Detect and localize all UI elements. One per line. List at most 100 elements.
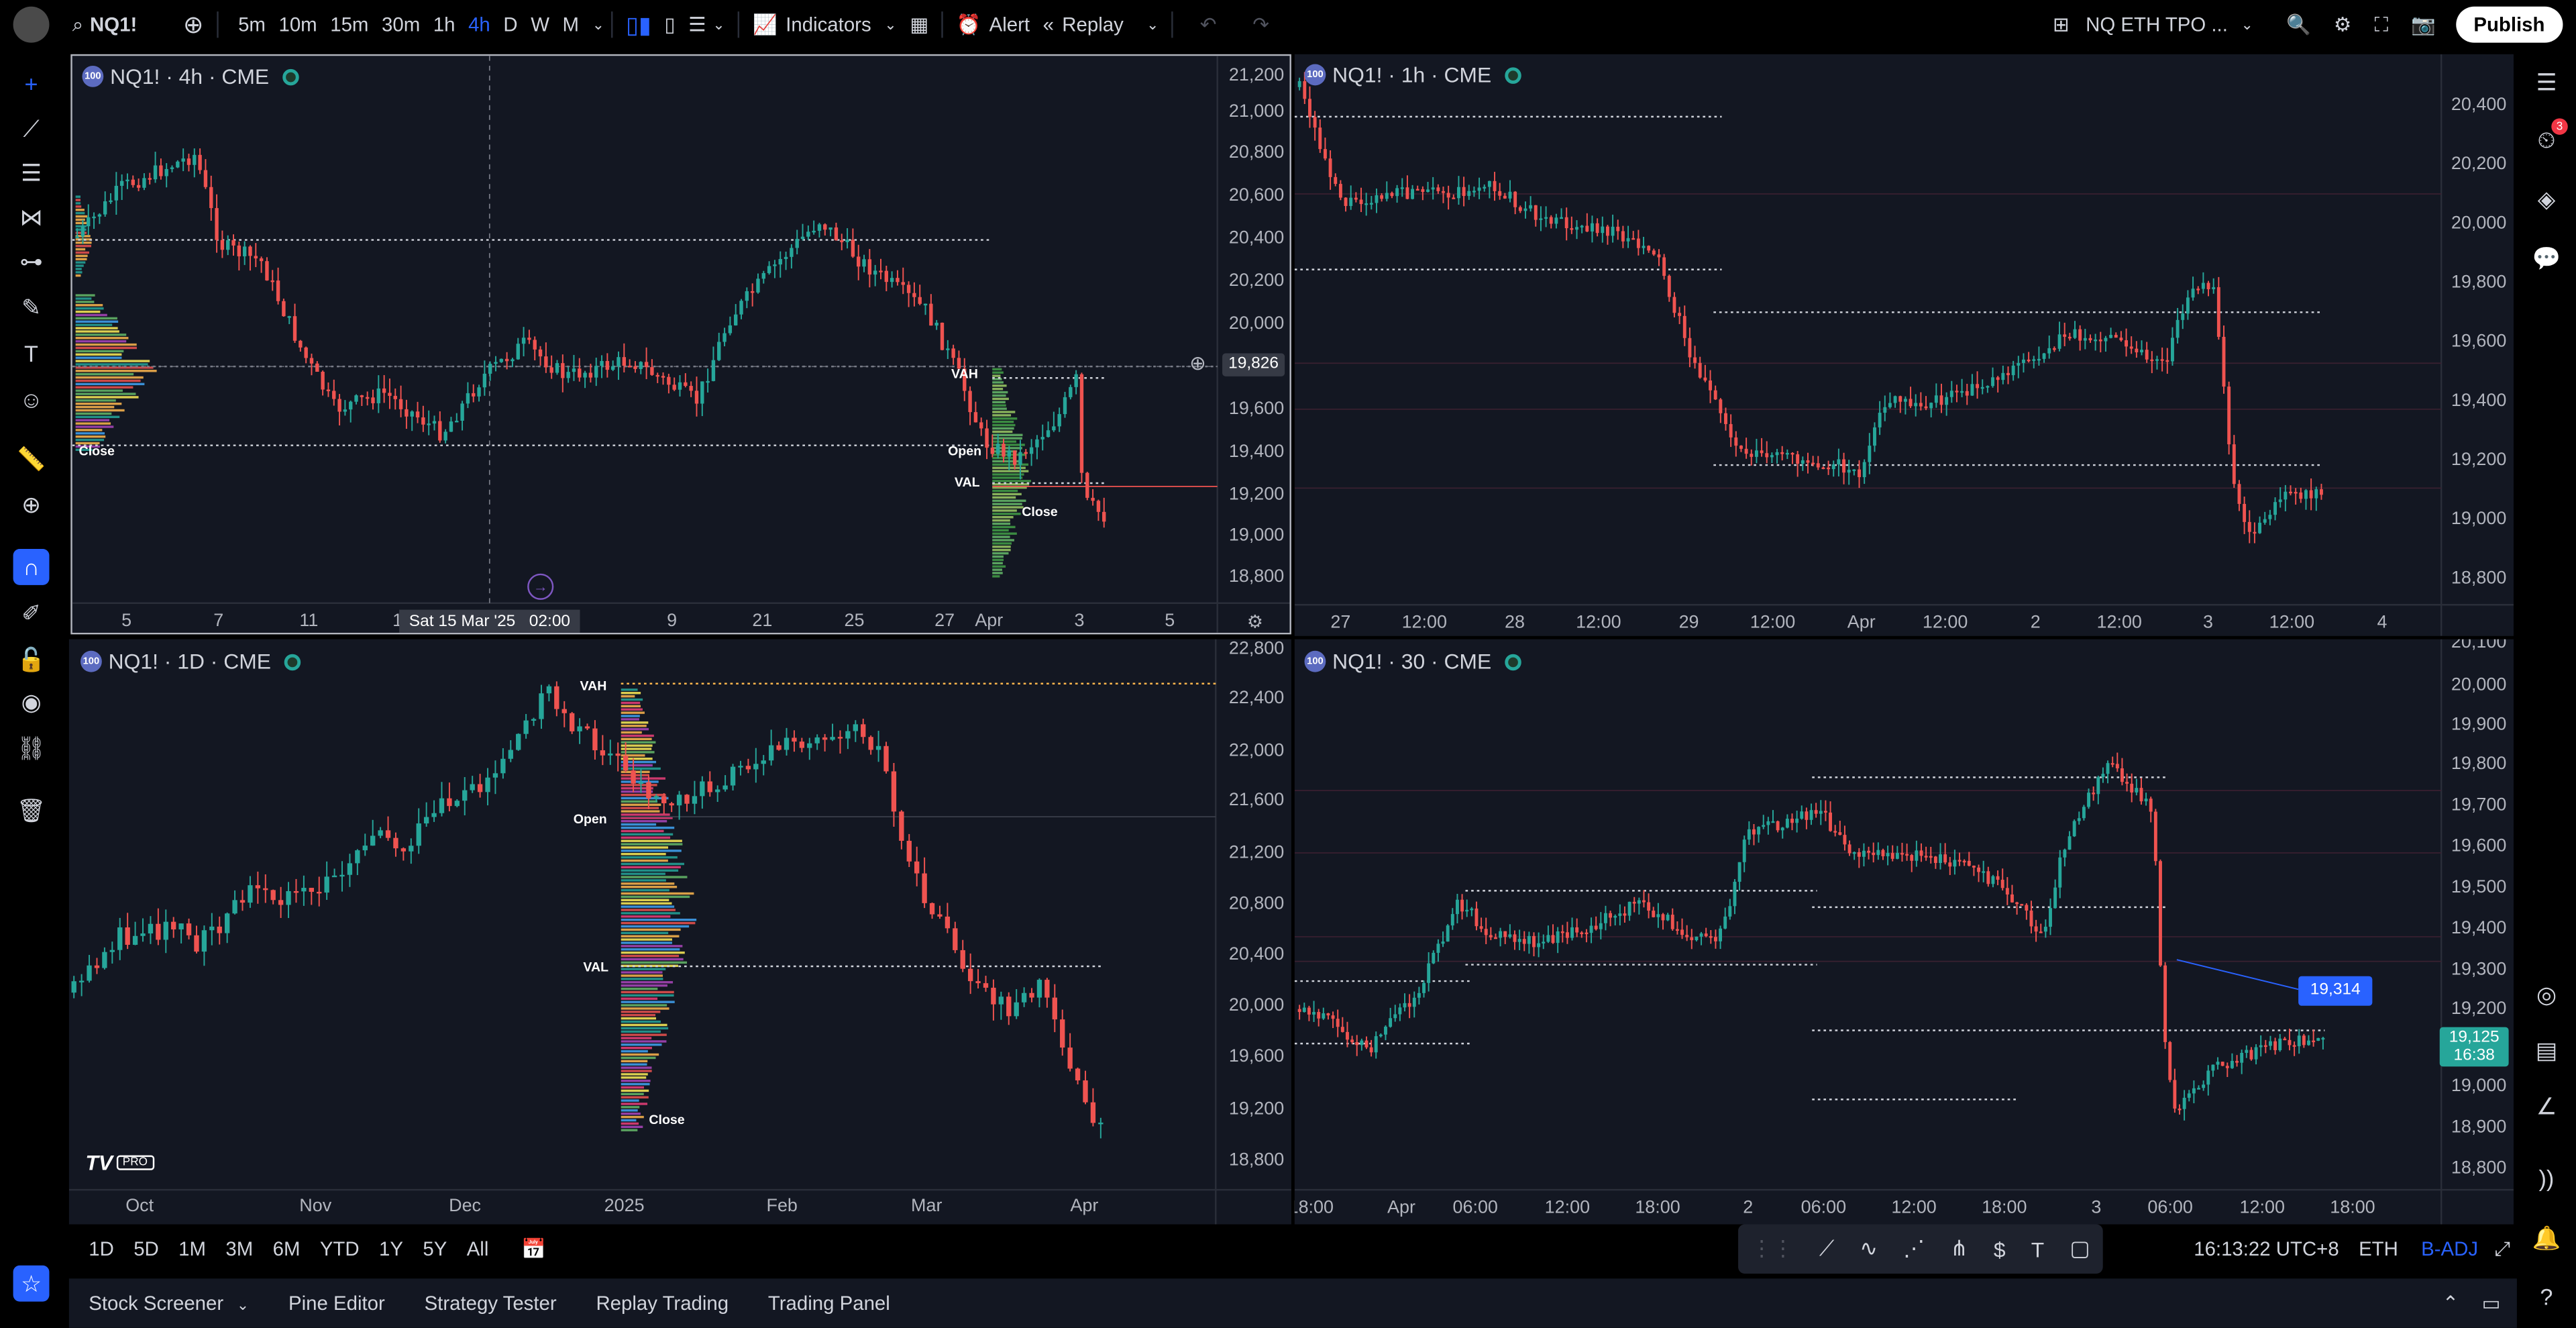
layers-icon[interactable]: ◈ [2537, 185, 2556, 211]
visibility-icon[interactable] [1504, 66, 1521, 83]
prediction-icon[interactable]: ⊶ [19, 247, 43, 274]
line-tool-icon[interactable]: ⟋ [1819, 1235, 1835, 1261]
session-button[interactable]: ETH [2359, 1237, 2398, 1261]
chat-icon[interactable]: 💬 [2532, 244, 2561, 270]
interval-1h[interactable]: 1h [433, 13, 455, 36]
chevron-down-icon[interactable]: ⌄ [592, 15, 605, 32]
tab-strategy-tester[interactable]: Strategy Tester [424, 1291, 557, 1315]
collapse-up-icon[interactable]: ⌃ [2442, 1291, 2459, 1315]
interval-4h[interactable]: 4h [468, 13, 490, 36]
magnet-icon[interactable]: ∩ [13, 548, 50, 585]
alert-button[interactable]: ⏰ Alert [956, 13, 1030, 36]
range-3m[interactable]: 3M [225, 1237, 254, 1261]
tab-pine-editor[interactable]: Pine Editor [288, 1291, 385, 1315]
tpo-button[interactable]: ☰ ⌄ [688, 13, 725, 36]
lock-icon[interactable]: 🔓 [17, 645, 46, 672]
range-5d[interactable]: 5D [133, 1237, 159, 1261]
emoji-icon[interactable]: ☺ [19, 386, 44, 413]
templates-button[interactable]: ▦ [904, 0, 935, 49]
fullscreen-button[interactable]: ⛶ [2368, 0, 2395, 49]
visibility-icon[interactable] [1504, 653, 1521, 670]
visibility-icon[interactable] [282, 68, 299, 85]
interval-15m[interactable]: 15m [330, 13, 369, 36]
range-1d[interactable]: 1D [89, 1237, 114, 1261]
compare-button[interactable]: ⊕ [176, 0, 210, 49]
signal-icon[interactable]: )) [2538, 1165, 2555, 1192]
layout-button[interactable]: ⊞ NQ ETH TPO ... ⌄ [2053, 13, 2253, 36]
target-icon[interactable]: ◎ [2536, 980, 2557, 1007]
chart-pane-4h[interactable]: 100 NQ1! · 4h · CME 21,200 21,000 20,800 20,… [70, 54, 1291, 635]
star-icon[interactable]: ☆ [13, 1265, 50, 1302]
lock-drawing-icon[interactable]: ✐ [21, 599, 41, 625]
chart-line-icon[interactable]: ∠ [2536, 1092, 2557, 1119]
interval-5m[interactable]: 5m [238, 13, 266, 36]
go-to-realtime-icon[interactable]: → [527, 573, 554, 600]
rectangle-tool-icon[interactable]: ▢ [2070, 1235, 2090, 1261]
alerts-clock-icon[interactable]: ⏲ 3 [2528, 118, 2568, 158]
trendline-price-label[interactable]: 19,314 [2298, 976, 2373, 1006]
replay-button[interactable]: «Replay ⌄ [1042, 13, 1159, 36]
range-all[interactable]: All [466, 1237, 489, 1261]
interval-30m[interactable]: 30m [382, 13, 421, 36]
text-icon[interactable]: T [24, 340, 39, 367]
interval-W[interactable]: W [531, 13, 549, 36]
maximize-panel-icon[interactable]: ▭ [2481, 1291, 2501, 1315]
clock-label[interactable]: 16:13:22 UTC+8 [2194, 1237, 2339, 1261]
price-range-icon[interactable]: $ [1993, 1236, 2006, 1262]
calendar-icon[interactable]: ▤ [2535, 1036, 2558, 1063]
snapshot-button[interactable]: 📷 [2405, 0, 2443, 49]
undo-button[interactable]: ↶ [1193, 0, 1223, 49]
bell-icon[interactable]: 🔔 [2532, 1223, 2561, 1250]
interval-D[interactable]: D [503, 13, 518, 36]
candle-body [861, 724, 866, 737]
curve-tool-icon[interactable]: ∿ [1860, 1235, 1878, 1261]
help-icon[interactable]: ? [2540, 1283, 2553, 1310]
drag-handle-icon[interactable]: ⋮⋮ [1751, 1235, 1794, 1261]
trash-icon[interactable]: 🗑 [16, 796, 46, 823]
range-1m[interactable]: 1M [178, 1237, 207, 1261]
ruler-icon[interactable]: 📏 [17, 444, 46, 471]
zoom-icon[interactable]: ⊕ [21, 491, 41, 517]
interval-M[interactable]: M [562, 13, 580, 36]
eye-icon[interactable]: ◉ [21, 687, 42, 715]
pitchfork-icon[interactable]: ⋔ [1950, 1235, 1968, 1261]
expand-icon[interactable]: ⤢ [2494, 1236, 2511, 1260]
link-icon[interactable]: ⛓ [16, 733, 46, 760]
fib-icon[interactable]: ☰ [21, 158, 42, 185]
visibility-icon[interactable] [284, 653, 301, 670]
calendar-range-icon[interactable]: 📅 [521, 1237, 546, 1261]
quick-search-button[interactable]: 🔍 [2279, 0, 2317, 49]
chart-pane-1d[interactable]: 100 NQ1! · 1D · CME 22,800 22,400 22,000 21,… [68, 639, 1291, 1225]
chart-pane-1h[interactable]: 100 NQ1! · 1h · CME 20,400 20,200 20,000 19,… [1294, 54, 2514, 636]
tab-replay-trading[interactable]: Replay Trading [596, 1291, 729, 1315]
bar-style-button[interactable]: ▯▮ [619, 0, 657, 49]
candle-body [2072, 821, 2076, 837]
chart-pane-30m[interactable]: 100 NQ1! · 30 · CME 20,100 20,000 19,900 19,… [1294, 639, 2514, 1225]
add-alert-icon[interactable]: ⊕ [1189, 352, 1206, 375]
candle-body [293, 890, 299, 893]
tab-trading-panel[interactable]: Trading Panel [767, 1291, 890, 1315]
indicators-button[interactable]: 📈 Indicators ⌄ [753, 13, 897, 36]
interval-10m[interactable]: 10m [278, 13, 317, 36]
symbol-search[interactable]: ⌕ NQ1! [66, 0, 144, 49]
watchlist-icon[interactable]: ☰ [2536, 68, 2557, 95]
axis-settings-icon[interactable]: ⚙ [1246, 613, 1263, 633]
range-1y[interactable]: 1Y [378, 1237, 403, 1261]
trend-line-icon[interactable]: ⟋ [23, 114, 40, 141]
redo-button[interactable]: ↷ [1246, 0, 1275, 49]
path-tool-icon[interactable]: ⋰ [1903, 1235, 1925, 1261]
adjustment-button[interactable]: B-ADJ [2421, 1237, 2479, 1261]
tab-stock-screener[interactable]: Stock Screener ⌄ [89, 1291, 250, 1315]
range-6m[interactable]: 6M [272, 1237, 301, 1261]
pattern-icon[interactable]: ⋈ [19, 203, 43, 229]
text-tool-icon[interactable]: T [2031, 1236, 2045, 1262]
chart-type-button[interactable]: ▯ [658, 0, 682, 49]
candle-body [1623, 913, 1627, 916]
publish-button[interactable]: Publish [2455, 6, 2563, 43]
avatar[interactable] [13, 6, 50, 43]
settings-button[interactable]: ⚙ [2327, 0, 2358, 49]
brush-icon[interactable]: ✎ [21, 293, 41, 320]
range-ytd[interactable]: YTD [319, 1237, 360, 1261]
range-5y[interactable]: 5Y [423, 1237, 447, 1261]
crosshair-icon[interactable]: + [24, 70, 38, 97]
